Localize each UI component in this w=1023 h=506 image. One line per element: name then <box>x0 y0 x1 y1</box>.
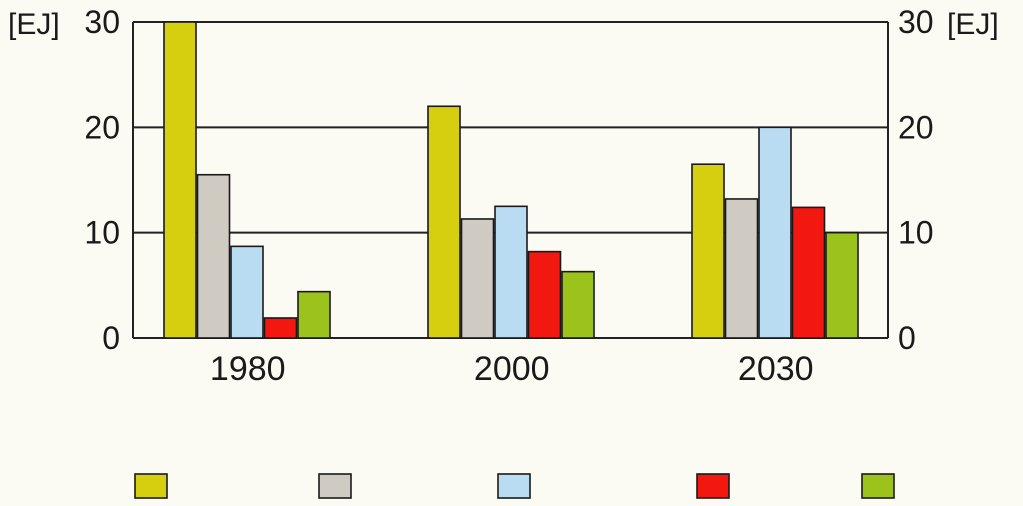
bar-2030-series-2 <box>724 198 759 339</box>
bar-1980-series-2 <box>196 173 231 339</box>
bars-layer <box>163 21 859 339</box>
bar-1980-series-5 <box>297 290 331 339</box>
y-tick-left: 20 <box>84 109 120 145</box>
y-tick-right: 10 <box>898 215 934 251</box>
y-tick-left: 30 <box>84 4 120 40</box>
x-category-label: 2030 <box>738 350 814 388</box>
legend-swatch-2 <box>318 473 352 499</box>
bar-2000-series-5 <box>561 270 595 339</box>
y-tick-right: 30 <box>898 4 934 40</box>
x-category-label: 1980 <box>210 350 286 388</box>
legend <box>134 473 895 499</box>
axis-layer: [EJ] [EJ] <box>8 8 999 41</box>
bar-2030-series-3 <box>758 126 792 339</box>
y-tick-right: 0 <box>898 320 916 356</box>
legend-swatch-5 <box>861 473 895 499</box>
y-axis-unit-right: [EJ] <box>947 8 999 41</box>
legend-swatch-4 <box>696 473 730 499</box>
legend-swatch-3 <box>497 473 531 499</box>
y-axis-unit-left: [EJ] <box>8 8 60 41</box>
bar-2030-series-5 <box>825 231 859 339</box>
bar-2030-series-1 <box>691 163 725 339</box>
bar-1980-series-4 <box>263 317 298 339</box>
category-labels: 1980 2000 2030 <box>210 350 814 388</box>
bar-2000-series-2 <box>460 218 495 339</box>
bar-1980-series-3 <box>230 245 264 339</box>
y-tick-right: 20 <box>898 109 934 145</box>
bar-2030-series-4 <box>791 206 826 339</box>
y-tick-left: 0 <box>102 320 120 356</box>
bar-2000-series-1 <box>427 105 461 339</box>
ticks-layer: 0 0 10 10 20 20 30 30 <box>84 4 933 356</box>
y-tick-left: 10 <box>84 215 120 251</box>
x-category-label: 2000 <box>474 350 550 388</box>
bar-1980-series-1 <box>163 21 197 339</box>
bar-2000-series-4 <box>527 250 562 339</box>
legend-swatch-1 <box>134 473 168 499</box>
bar-2000-series-3 <box>494 205 528 339</box>
